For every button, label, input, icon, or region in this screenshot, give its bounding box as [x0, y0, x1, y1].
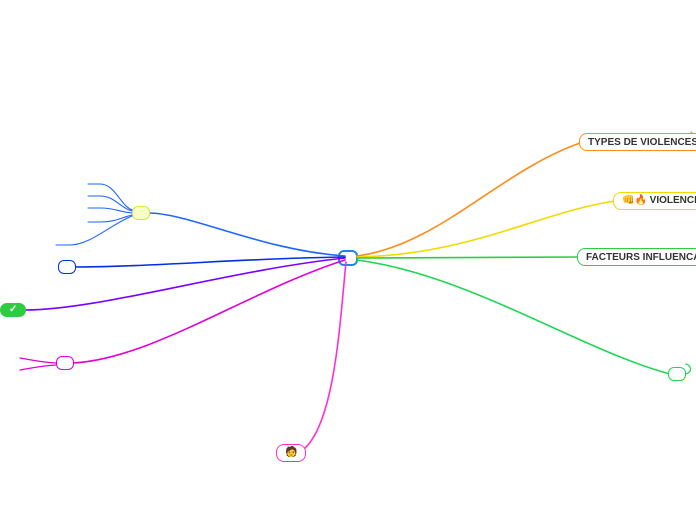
node-pink-person[interactable]: 🧑 [276, 444, 306, 462]
node-label-purple: ✓ [9, 305, 17, 315]
node-blue-multi[interactable] [132, 206, 150, 220]
node-green2[interactable] [668, 367, 686, 381]
node-label-pink-person: 🧑 [285, 448, 297, 458]
node-dark-blue[interactable] [58, 260, 76, 274]
node-magenta[interactable] [56, 356, 74, 370]
node-violences[interactable]: 👊🔥 VIOLENCES [613, 192, 696, 210]
node-facteurs[interactable]: FACTEURS INFLUENCANTS [577, 248, 696, 266]
node-label-types-violences: TYPES DE VIOLENCES [588, 137, 696, 148]
node-types-violences[interactable]: TYPES DE VIOLENCES [579, 133, 696, 151]
node-label-violences: 👊🔥 VIOLENCES [622, 196, 696, 206]
node-purple[interactable]: ✓ [0, 303, 26, 317]
node-label-facteurs: FACTEURS INFLUENCANTS [586, 252, 696, 263]
